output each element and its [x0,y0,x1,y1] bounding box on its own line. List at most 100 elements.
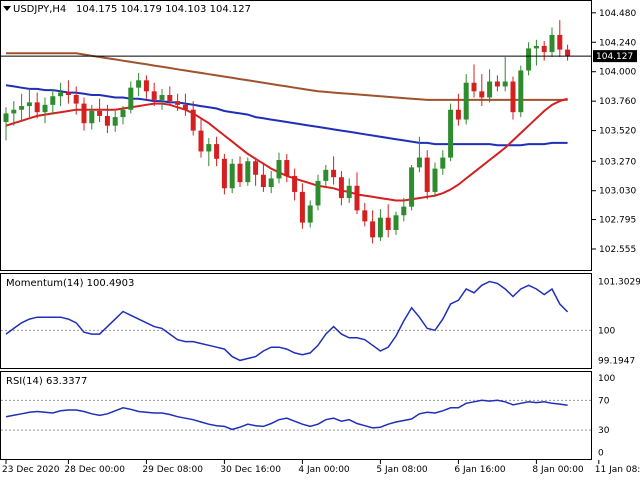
momentum-tick-label: 100 [598,326,615,336]
candle-body [26,102,32,107]
candle-body [97,110,103,116]
candle-body [253,161,259,175]
candle-body [385,217,391,230]
candle-body [182,104,188,110]
candle-body [557,34,563,50]
candle-body [175,101,181,105]
momentum-tick-label: 101.3029 [598,277,640,287]
candle-body [214,144,220,159]
x-tick-label: 8 Jan 00:00 [532,465,584,475]
candle-body [245,161,251,183]
rsi-tick-label: 0 [598,449,604,459]
x-tick-label: 28 Dec 00:00 [64,465,125,475]
candle-body [307,205,313,223]
x-tick-label: 30 Dec 16:00 [220,465,281,475]
price-tick-label: 104.000 [599,68,636,78]
candle-body [510,81,516,113]
candle-body [65,92,71,96]
candle-body [206,144,212,152]
candle-body [50,96,56,105]
momentum-label: Momentum(14) 100.4903 [6,278,135,289]
rsi-line [5,399,568,431]
momentum-tick-label: 99.1947 [598,357,635,367]
candle-body [424,157,430,192]
candle-body [167,95,173,102]
rsi-tick-label: 30 [598,426,610,436]
candle-body [276,160,282,179]
candle-body [393,215,399,230]
candle-body [42,104,48,113]
current-price-box [593,50,637,63]
candle-body [518,70,524,113]
x-tick-label: 23 Dec 2020 [2,465,60,475]
candle-body [315,180,321,206]
candle-body [299,191,305,223]
candle-body [73,95,79,104]
price-pane [0,0,592,271]
candle-body [237,163,243,183]
candle-body [354,185,360,211]
x-tick-label: 29 Dec 08:00 [142,465,203,475]
candle-body [11,109,17,114]
rsi-tick-label: 70 [598,396,610,406]
symbol-label: USDJPY,H4 [13,4,67,15]
candle-body [190,109,196,131]
price-tick-label: 104.480 [599,9,636,19]
candle-body [455,109,461,120]
price-tick-label: 104.240 [599,38,636,48]
x-tick-label: 4 Jan 00:00 [298,465,350,475]
x-tick-label: 5 Jan 08:00 [376,465,428,475]
candle-body [143,80,149,92]
ohlc-values: 104.175 104.179 104.103 104.127 [76,4,251,15]
candle-body [494,81,500,87]
price-tick-label: 102.795 [599,216,636,226]
candle-body [463,82,469,120]
rsi-label: RSI(14) 63.3377 [6,376,88,387]
candle-body [198,130,204,152]
current-price-label: 104.127 [596,52,633,62]
candle-body [292,175,298,192]
candle-body [104,115,110,126]
price-tick-label: 103.270 [599,157,636,167]
candle-body [549,34,555,53]
candle-body [19,106,25,110]
candle-body [409,167,415,207]
candle-body [448,109,454,158]
candle-body [471,82,477,92]
candle-body [81,103,87,124]
candle-body [284,160,290,176]
chart-menu-arrow-icon[interactable] [3,6,11,11]
x-tick-label: 11 Jan 08:00 [595,465,640,475]
candle-body [128,87,134,110]
candle-body [34,102,40,113]
candle-body [346,185,352,199]
candle-body [112,117,118,126]
x-tick-label: 6 Jan 16:00 [454,465,506,475]
moving-average-line-0 [6,52,568,101]
candle-body [432,168,438,192]
candle-body [533,45,539,49]
candle-body [416,157,422,168]
candle-body [487,81,493,98]
momentum-line [5,280,569,362]
rsi-pane [0,371,592,460]
price-tick-label: 102.555 [599,245,636,255]
candle-body [260,174,266,188]
price-tick-label: 103.030 [599,187,636,197]
price-tick-label: 103.760 [599,97,636,107]
candle-body [151,91,157,100]
candle-body [58,92,64,97]
candle-body [338,177,344,199]
candle-body [331,169,337,178]
candle-body [268,178,274,188]
candle-body [479,91,485,98]
candle-body [541,45,547,53]
candle-body [229,163,235,189]
candle-body [120,109,126,118]
candle-body [502,81,508,87]
candle-body [323,169,329,181]
candle-body [526,48,532,71]
candle-body [362,210,368,222]
candle-body [159,95,165,100]
